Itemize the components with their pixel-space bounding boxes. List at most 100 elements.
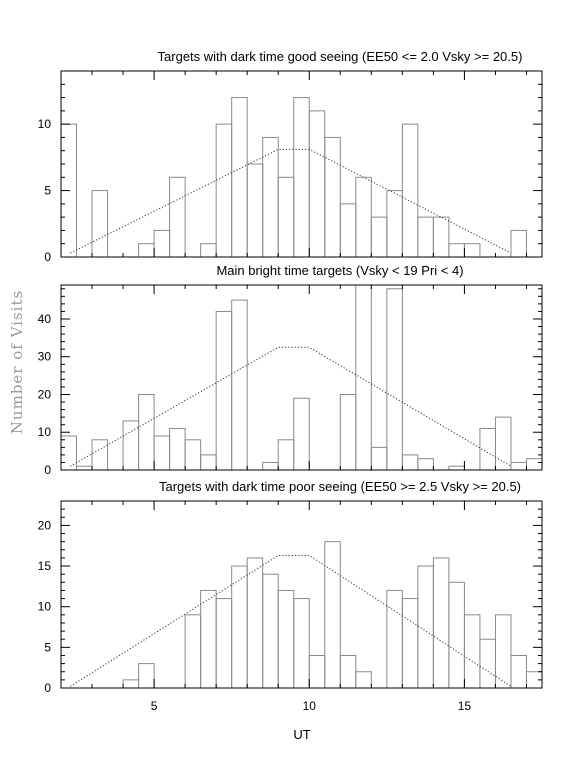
bar bbox=[339, 393, 357, 471]
bar bbox=[355, 671, 372, 689]
bar bbox=[200, 454, 217, 471]
bar bbox=[262, 461, 279, 471]
bar bbox=[448, 465, 465, 471]
bar bbox=[231, 565, 248, 689]
bar bbox=[417, 216, 434, 258]
bar bbox=[231, 299, 248, 471]
bar bbox=[355, 176, 372, 258]
bar bbox=[293, 598, 310, 689]
bar bbox=[401, 123, 419, 258]
bar bbox=[355, 284, 372, 471]
bar bbox=[494, 614, 512, 689]
model-line bbox=[70, 148, 512, 254]
bar bbox=[386, 288, 403, 471]
bar bbox=[153, 435, 171, 471]
x-tick-label: 10 bbox=[303, 699, 317, 713]
bar bbox=[76, 465, 93, 471]
bar bbox=[153, 229, 171, 258]
plot-frame bbox=[60, 70, 543, 258]
bar bbox=[510, 229, 527, 258]
bar bbox=[122, 420, 140, 471]
bar bbox=[138, 393, 155, 471]
panel-title: Targets with dark time poor seeing (EE50… bbox=[159, 479, 521, 494]
x-tick-label: 15 bbox=[458, 699, 472, 713]
bar bbox=[277, 176, 295, 258]
y-tick-label: 20 bbox=[38, 387, 52, 401]
y-tick-label: 30 bbox=[38, 350, 52, 364]
bar bbox=[448, 581, 465, 689]
bar bbox=[277, 589, 295, 689]
bar bbox=[417, 565, 434, 689]
y-axis-label: Number of Visits bbox=[8, 290, 26, 434]
bar bbox=[262, 136, 279, 258]
bar bbox=[215, 310, 233, 471]
bar bbox=[215, 123, 233, 258]
bar bbox=[339, 654, 357, 689]
bar bbox=[510, 654, 527, 689]
bar bbox=[308, 654, 326, 689]
bar bbox=[293, 97, 310, 258]
panels: Targets with dark time good seeing (EE50… bbox=[38, 49, 543, 713]
model-line bbox=[70, 346, 512, 467]
y-tick-label: 0 bbox=[44, 681, 51, 695]
bar bbox=[386, 190, 403, 258]
bar bbox=[417, 458, 434, 471]
bar bbox=[370, 446, 388, 471]
panel-3: Targets with dark time poor seeing (EE50… bbox=[38, 479, 543, 713]
bar bbox=[401, 454, 419, 471]
bar bbox=[200, 589, 217, 689]
x-axis-label: UT bbox=[293, 727, 310, 742]
y-tick-label: 0 bbox=[44, 250, 51, 264]
y-tick-label: 10 bbox=[38, 117, 52, 131]
bar bbox=[463, 243, 481, 258]
bar bbox=[401, 598, 419, 689]
bar bbox=[138, 663, 155, 689]
bar bbox=[324, 541, 341, 689]
bar bbox=[215, 598, 233, 689]
bar bbox=[277, 439, 295, 471]
y-tick-label: 0 bbox=[44, 463, 51, 477]
bar bbox=[169, 427, 186, 471]
bar bbox=[184, 439, 202, 471]
plot-frame bbox=[60, 284, 543, 471]
y-tick-label: 20 bbox=[38, 518, 52, 532]
bar bbox=[60, 435, 78, 471]
bar bbox=[448, 243, 465, 258]
bar bbox=[91, 439, 109, 471]
bar bbox=[324, 136, 341, 258]
model-line bbox=[70, 554, 512, 687]
bar bbox=[293, 397, 310, 471]
bar bbox=[479, 638, 496, 689]
panel-1: Targets with dark time good seeing (EE50… bbox=[38, 49, 543, 264]
bar bbox=[246, 557, 264, 689]
panel-title: Main bright time targets (Vsky < 19 Pri … bbox=[216, 263, 463, 278]
bar bbox=[138, 243, 155, 258]
x-tick-label: 5 bbox=[151, 699, 158, 713]
y-tick-label: 5 bbox=[44, 640, 51, 654]
y-tick-label: 5 bbox=[44, 184, 51, 198]
y-tick-label: 15 bbox=[38, 559, 52, 573]
panel-title: Targets with dark time good seeing (EE50… bbox=[158, 49, 523, 64]
bar bbox=[308, 110, 326, 258]
y-tick-label: 10 bbox=[38, 600, 52, 614]
bar bbox=[169, 176, 186, 258]
bar bbox=[432, 216, 450, 258]
bar bbox=[184, 614, 202, 689]
bar bbox=[246, 163, 264, 258]
y-tick-label: 40 bbox=[38, 312, 52, 326]
bar bbox=[510, 461, 527, 471]
plot-frame bbox=[60, 500, 543, 689]
bar bbox=[122, 679, 140, 689]
bar bbox=[370, 216, 388, 258]
bar bbox=[525, 458, 543, 471]
bar bbox=[262, 573, 279, 689]
bar bbox=[463, 614, 481, 689]
y-tick-label: 10 bbox=[38, 425, 52, 439]
bar bbox=[339, 203, 357, 258]
bar bbox=[494, 416, 512, 471]
panel-2: Main bright time targets (Vsky < 19 Pri … bbox=[38, 263, 543, 477]
bar bbox=[432, 557, 450, 689]
bar bbox=[200, 243, 217, 258]
bar bbox=[91, 190, 109, 258]
